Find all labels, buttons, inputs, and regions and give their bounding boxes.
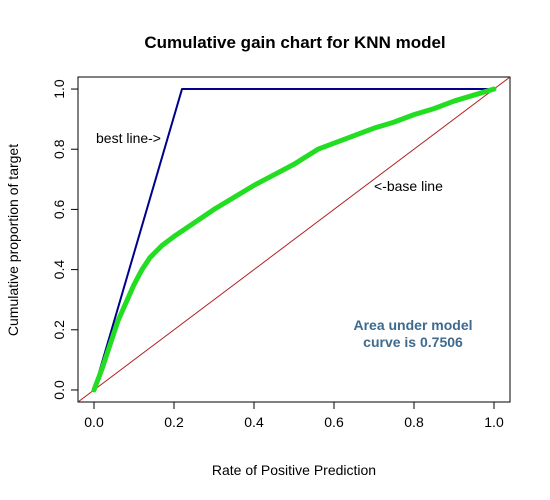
y-tick-label: 0.4 [51, 260, 67, 280]
best-line-series [93, 88, 495, 391]
area-annotation-line-2: curve is 0.7506 [363, 334, 463, 350]
x-axis-label: Rate of Positive Prediction [212, 462, 376, 478]
y-tick-label: 0.6 [51, 199, 67, 219]
plot-frame [77, 76, 511, 403]
x-tick-label: 0.4 [244, 414, 264, 430]
x-axis: 0.0 0.2 0.4 0.6 0.8 1.0 [84, 402, 504, 430]
chart-title: Cumulative gain chart for KNN model [144, 33, 445, 52]
x-tick-label: 0.6 [324, 414, 344, 430]
x-tick-label: 0.8 [404, 414, 424, 430]
area-annotation-line-1: Area under model [353, 317, 472, 333]
model-line-series [91, 86, 497, 393]
base-line-annotation: <-base line [374, 178, 443, 194]
y-tick-label: 0.0 [51, 380, 67, 400]
series-layer [78, 77, 510, 402]
y-axis-label: Cumulative proportion of target [5, 144, 21, 336]
base-line-series [78, 77, 510, 402]
x-tick-label: 1.0 [484, 414, 504, 430]
y-tick-label: 0.2 [51, 320, 67, 340]
y-tick-label: 0.8 [51, 139, 67, 159]
best-line-annotation: best line-> [96, 130, 161, 146]
y-tick-label: 1.0 [51, 79, 67, 99]
x-tick-label: 0.2 [164, 414, 184, 430]
y-axis: 0.0 0.2 0.4 0.6 0.8 1.0 [51, 79, 78, 400]
x-tick-label: 0.0 [84, 414, 104, 430]
